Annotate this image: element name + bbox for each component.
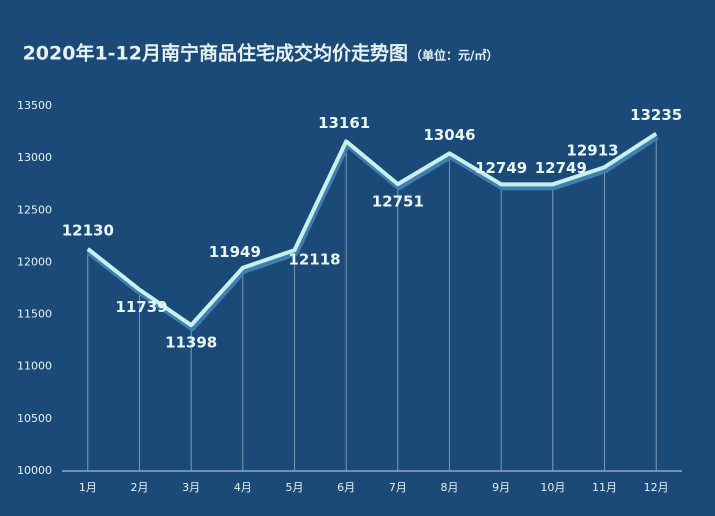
x-tick-label: 2月 [131,481,149,494]
data-label: 13046 [423,126,475,144]
data-label: 12749 [475,159,527,177]
x-tick-label: 10月 [540,481,565,494]
chart-title: 2020年1-12月南宁商品住宅成交均价走势图 [23,42,408,65]
y-tick-label: 11500 [17,308,52,321]
y-tick-label: 10500 [17,412,52,425]
data-label: 12130 [62,221,114,239]
x-tick-label: 11月 [592,481,617,494]
data-label: 12749 [535,159,587,177]
x-tick-label: 1月 [79,481,97,494]
data-label: 12751 [372,193,424,211]
data-label: 12118 [288,251,340,269]
x-tick-label: 12月 [644,481,669,494]
y-tick-label: 12500 [17,203,52,216]
data-label: 11739 [115,298,167,316]
y-tick-label: 13000 [17,151,52,164]
x-tick-label: 9月 [492,481,510,494]
y-tick-label: 11000 [17,360,52,373]
data-label: 13161 [318,114,370,132]
x-tick-label: 3月 [182,481,200,494]
x-tick-label: 8月 [441,481,459,494]
data-label: 13235 [630,106,682,124]
y-tick-label: 13500 [17,99,52,112]
data-label: 11949 [209,243,261,261]
y-tick-label: 10000 [17,464,52,477]
x-tick-label: 7月 [389,481,407,494]
chart-subtitle: （单位：元/㎡） [410,48,498,63]
x-tick-label: 6月 [337,481,355,494]
data-label: 12913 [566,142,618,160]
y-tick-label: 12000 [17,255,52,268]
x-tick-label: 4月 [234,481,252,494]
data-label: 11398 [165,334,217,352]
x-tick-label: 5月 [286,481,304,494]
line [86,131,658,328]
